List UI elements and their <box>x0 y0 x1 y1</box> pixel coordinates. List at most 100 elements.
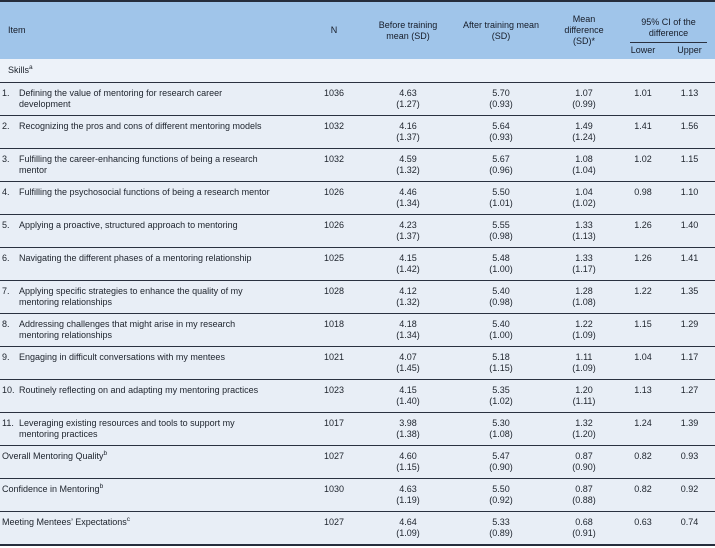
table-row: 2. Recognizing the pros and cons of diff… <box>0 115 715 149</box>
difference-mean: 1.49 <box>575 121 593 131</box>
ci-lower-value: 1.24 <box>622 412 664 446</box>
before-training-cell: 3.98 (1.38) <box>360 412 456 446</box>
item-label: Meeting Mentees’ Expectationsc <box>2 516 130 528</box>
after-training-cell: 5.50 (1.01) <box>456 181 546 215</box>
before-training-cell: 4.16 (1.37) <box>360 115 456 149</box>
difference-mean: 0.87 <box>575 451 593 461</box>
difference-sd: (1.04) <box>572 165 596 175</box>
mean-difference-cell: 1.08 (1.04) <box>546 148 622 182</box>
table-row: Meeting Mentees’ Expectationsc 1027 4.64… <box>0 511 715 545</box>
item-text: Engaging in difficult conversations with… <box>19 352 225 362</box>
after-mean: 5.35 <box>492 385 510 395</box>
after-mean: 5.30 <box>492 418 510 428</box>
before-sd: (1.19) <box>396 495 420 505</box>
item-label: Applying specific strategies to enhance … <box>19 286 243 308</box>
after-training-cell: 5.35 (1.02) <box>456 379 546 413</box>
column-header-item: Item <box>0 1 308 59</box>
after-sd: (1.00) <box>489 264 513 274</box>
before-training-cell: 4.15 (1.42) <box>360 247 456 281</box>
after-training-cell: 5.33 (0.89) <box>456 511 546 545</box>
item-number: 4. <box>2 187 10 197</box>
ci-group-underline: 95% CI of the difference <box>630 17 707 43</box>
column-header-after-training: After training mean (SD) <box>456 1 546 59</box>
difference-mean: 1.33 <box>575 220 593 230</box>
mean-difference-cell: 1.04 (1.02) <box>546 181 622 215</box>
mean-difference-cell: 1.32 (1.20) <box>546 412 622 446</box>
section-row-skills: Skillsa <box>0 59 715 83</box>
table-header: Item N Before training mean (SD) After t… <box>0 1 715 59</box>
item-label: Routinely reflecting on and adapting my … <box>19 385 258 396</box>
before-mean: 4.15 <box>399 385 417 395</box>
ci-upper-value: 1.15 <box>664 148 715 182</box>
ci-lower-value: 1.22 <box>622 280 664 314</box>
item-number: 7. <box>2 286 10 296</box>
before-sd: (1.32) <box>396 165 420 175</box>
item-text: Addressing challenges that might arise i… <box>19 319 236 340</box>
n-value: 1028 <box>308 280 360 314</box>
before-sd: (1.34) <box>396 198 420 208</box>
after-mean: 5.33 <box>492 517 510 527</box>
section-label: Skills <box>8 65 30 75</box>
n-value: 1036 <box>308 82 360 116</box>
before-training-cell: 4.64 (1.09) <box>360 511 456 545</box>
difference-mean: 1.08 <box>575 154 593 164</box>
ci-lower-value: 1.26 <box>622 247 664 281</box>
item-text: Fulfilling the psychosocial functions of… <box>19 187 270 197</box>
ci-lower-value: 0.63 <box>622 511 664 545</box>
before-training-cell: 4.63 (1.27) <box>360 82 456 116</box>
ci-upper-value: 1.27 <box>664 379 715 413</box>
after-training-cell: 5.30 (1.08) <box>456 412 546 446</box>
before-sd: (1.38) <box>396 429 420 439</box>
after-training-cell: 5.55 (0.98) <box>456 214 546 248</box>
after-mean: 5.48 <box>492 253 510 263</box>
difference-mean: 1.11 <box>575 352 593 362</box>
before-mean: 4.63 <box>399 484 417 494</box>
before-mean: 4.59 <box>399 154 417 164</box>
before-training-cell: 4.63 (1.19) <box>360 478 456 512</box>
mean-difference-cell: 1.20 (1.11) <box>546 379 622 413</box>
difference-sd: (0.88) <box>572 495 596 505</box>
before-mean: 3.98 <box>399 418 417 428</box>
n-value: 1023 <box>308 379 360 413</box>
after-sd: (0.98) <box>489 297 513 307</box>
after-mean: 5.50 <box>492 187 510 197</box>
difference-mean: 1.32 <box>575 418 593 428</box>
table-row: 1. Defining the value of mentoring for r… <box>0 82 715 116</box>
before-training-cell: 4.07 (1.45) <box>360 346 456 380</box>
before-mean: 4.18 <box>399 319 417 329</box>
item-label: Fulfilling the psychosocial functions of… <box>19 187 270 198</box>
item-label: Defining the value of mentoring for rese… <box>19 88 222 110</box>
after-sd: (0.98) <box>489 231 513 241</box>
item-text: Routinely reflecting on and adapting my … <box>19 385 259 395</box>
ci-upper-value: 0.74 <box>664 511 715 545</box>
mean-difference-cell: 1.33 (1.17) <box>546 247 622 281</box>
item-label: Fulfilling the career-enhancing function… <box>19 154 258 176</box>
after-sd: (1.08) <box>489 429 513 439</box>
item-label: Recognizing the pros and cons of differe… <box>19 121 261 132</box>
n-value: 1025 <box>308 247 360 281</box>
before-mean: 4.12 <box>399 286 417 296</box>
table-row: Overall Mentoring Qualityb 1027 4.60 (1.… <box>0 445 715 479</box>
ci-upper-value: 1.35 <box>664 280 715 314</box>
ci-upper-value: 0.92 <box>664 478 715 512</box>
before-sd: (1.40) <box>396 396 420 406</box>
item-number: 2. <box>2 121 10 131</box>
before-sd: (1.15) <box>396 462 420 472</box>
item-text: Defining the value of mentoring for rese… <box>19 88 223 109</box>
item-text: Confidence in Mentoring <box>2 484 100 494</box>
item-text: Meeting Mentees’ Expectations <box>2 517 127 527</box>
before-training-cell: 4.59 (1.32) <box>360 148 456 182</box>
after-mean: 5.40 <box>492 319 510 329</box>
after-training-cell: 5.67 (0.96) <box>456 148 546 182</box>
item-number: 1. <box>2 88 10 98</box>
item-number: 6. <box>2 253 10 263</box>
n-value: 1032 <box>308 115 360 149</box>
ci-upper-value: 1.29 <box>664 313 715 347</box>
column-header-mean-difference: Mean difference (SD)* <box>546 1 622 59</box>
item-text: Recognizing the pros and cons of differe… <box>19 121 262 131</box>
table-row: 8. Addressing challenges that might aris… <box>0 313 715 347</box>
mean-difference-cell: 1.33 (1.13) <box>546 214 622 248</box>
before-sd: (1.27) <box>396 99 420 109</box>
after-sd: (1.00) <box>489 330 513 340</box>
before-training-cell: 4.12 (1.32) <box>360 280 456 314</box>
